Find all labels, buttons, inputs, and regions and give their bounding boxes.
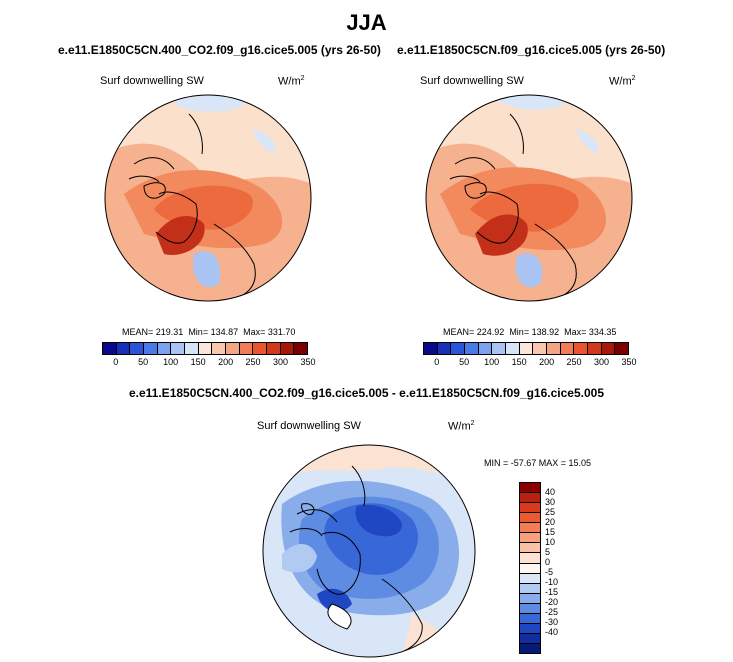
left-colorbar-cell (212, 343, 227, 354)
left-colorbar-tick: 150 (190, 357, 206, 367)
right-colorbar-cell (478, 343, 493, 354)
diff-colorbar-tick: 0 (545, 557, 551, 567)
diff-colorbar-cell (520, 633, 540, 644)
diff-colorbar-tick: -15 (545, 586, 559, 597)
right-panel-variable: Surf downwelling SW (420, 75, 524, 87)
diff-colorbar-tick: 20 (545, 517, 556, 527)
diff-colorbar-cell (520, 613, 540, 624)
diff-colorbar-cell (520, 603, 540, 614)
right-colorbar-tick: 250 (566, 357, 582, 367)
right-panel-case-title: e.e11.E1850C5CN.f09_g16.cice5.005 (yrs 2… (397, 43, 666, 57)
right-colorbar-cell (465, 343, 479, 354)
left-colorbar-tick: 250 (245, 357, 261, 367)
left-colorbar-cell (171, 343, 186, 354)
right-colorbar-cell (519, 343, 534, 354)
right-colorbar: 0 50 100 150 200 250 300 350 (423, 342, 637, 367)
right-colorbar-cell (547, 343, 561, 354)
right-colorbar-cell (588, 343, 602, 354)
left-colorbar-cell (103, 343, 117, 354)
diff-colorbar-tick: -5 (545, 567, 554, 577)
right-colorbar-tick: 100 (484, 357, 500, 367)
diff-colorbar-tick: 15 (545, 527, 556, 537)
left-colorbar-cell (294, 343, 308, 354)
left-colorbar-tick: 200 (218, 357, 234, 367)
right-polar-map (425, 94, 633, 302)
right-colorbar-cell (533, 343, 548, 354)
diff-colorbar-cell (520, 513, 540, 524)
right-panel-units: W/m2 (609, 75, 636, 88)
diff-colorbar-cell (520, 553, 540, 564)
right-panel-stats: MEAN= 224.92 Min= 138.92 Max= 334.35 (443, 327, 617, 337)
diff-colorbar: 40 30 25 20 15 10 5 0 -5 -10 -15 -20 -25 -30 -40 (519, 482, 558, 654)
figure-title: JJA (346, 10, 387, 35)
diff-colorbar-cell (520, 523, 540, 534)
diff-colorbar-tick: -40 (545, 626, 559, 637)
right-colorbar-cell (615, 343, 629, 354)
left-colorbar: 0 50 100 150 200 250 300 350 (102, 342, 316, 367)
right-colorbar-tick: 350 (621, 357, 637, 367)
left-panel-variable: Surf downwelling SW (100, 75, 204, 87)
right-colorbar-cell (506, 343, 520, 354)
diff-colorbar-cell (520, 483, 540, 494)
diff-units: W/m2 (448, 420, 475, 433)
diff-colorbar-cell (520, 533, 540, 544)
diff-colorbar-tick: -20 (545, 597, 559, 607)
left-colorbar-cell (226, 343, 240, 354)
left-colorbar-cell (253, 343, 268, 354)
left-polar-map (104, 94, 312, 302)
left-colorbar-cell (116, 343, 131, 354)
right-colorbar-cell (424, 343, 438, 354)
left-panel-stats: MEAN= 219.31 Min= 134.87 Max= 331.70 (122, 327, 296, 337)
diff-colorbar-tick: 25 (545, 507, 556, 517)
diff-polar-map (262, 444, 476, 658)
left-colorbar-tick: 350 (300, 357, 316, 367)
left-panel-case-title: e.e11.E1850C5CN.400_CO2.f09_g16.cice5.00… (58, 43, 381, 57)
right-colorbar-tick: 300 (594, 357, 610, 367)
left-colorbar-cell (157, 343, 172, 354)
diff-colorbar-cell (520, 593, 540, 604)
diff-colorbar-cell (520, 493, 540, 504)
diff-colorbar-tick: -10 (545, 577, 559, 587)
right-colorbar-tick: 150 (511, 357, 527, 367)
left-colorbar-tick: 100 (163, 357, 179, 367)
diff-colorbar-tick: 10 (545, 537, 556, 547)
right-colorbar-tick: 50 (459, 357, 470, 367)
diff-colorbar-cell (520, 503, 540, 514)
right-colorbar-cell (574, 343, 589, 354)
diff-colorbar-cell (520, 623, 540, 634)
diff-colorbar-cell (520, 583, 540, 594)
left-colorbar-tick: 0 (113, 357, 119, 367)
left-colorbar-tick: 300 (273, 357, 289, 367)
left-colorbar-cell (239, 343, 254, 354)
diff-colorbar-tick: 30 (545, 497, 556, 507)
left-colorbar-cell (198, 343, 213, 354)
right-colorbar-cell (492, 343, 507, 354)
right-colorbar-cell (451, 343, 466, 354)
diff-colorbar-tick: 5 (545, 547, 551, 557)
left-colorbar-cell (130, 343, 145, 354)
diff-variable: Surf downwelling SW (257, 420, 361, 432)
diff-colorbar-cell (520, 563, 540, 574)
diff-minmax: MIN = -57.67 MAX = 15.05 (484, 458, 592, 468)
right-colorbar-cell (601, 343, 616, 354)
diff-colorbar-tick: 40 (545, 487, 556, 497)
left-colorbar-cell (267, 343, 281, 354)
right-colorbar-cell (560, 343, 575, 354)
diff-case-title: e.e11.E1850C5CN.400_CO2.f09_g16.cice5.00… (128, 386, 604, 400)
left-colorbar-cell (144, 343, 158, 354)
right-colorbar-cell (437, 343, 452, 354)
left-panel-units: W/m2 (278, 75, 305, 88)
left-colorbar-cell (280, 343, 295, 354)
right-colorbar-tick: 0 (434, 357, 440, 367)
diff-colorbar-cell (520, 644, 540, 654)
right-colorbar-tick: 200 (539, 357, 555, 367)
diff-colorbar-cell (520, 573, 540, 584)
diff-colorbar-tick: -25 (545, 607, 559, 617)
left-colorbar-cell (185, 343, 199, 354)
diff-colorbar-cell (520, 543, 540, 554)
diff-colorbar-tick: -30 (545, 617, 559, 627)
left-colorbar-tick: 50 (138, 357, 149, 367)
